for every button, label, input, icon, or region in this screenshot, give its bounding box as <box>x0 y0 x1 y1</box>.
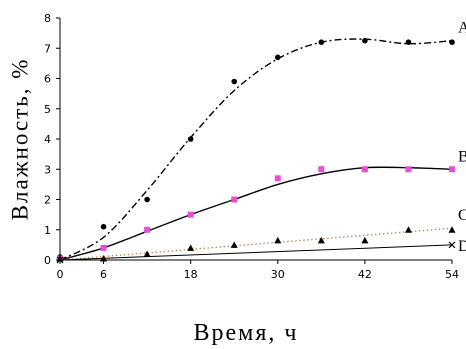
series-b-point <box>361 166 368 173</box>
axes: 0 1 2 3 4 5 6 7 8 0 6 18 30 42 54 <box>44 12 459 281</box>
series-a-point <box>231 78 238 85</box>
series-b-point <box>405 166 412 173</box>
series-b-point <box>274 175 281 182</box>
series-b-point <box>449 166 455 173</box>
series-a-point <box>144 196 150 203</box>
y-tick-label: 7 <box>44 42 51 55</box>
series-d <box>56 241 456 264</box>
y-tick-label: 8 <box>44 12 51 25</box>
x-axis-label: Время, ч <box>194 320 299 346</box>
series-c-point <box>187 244 195 251</box>
series-a-label: A <box>458 20 466 37</box>
series-d-line <box>59 244 453 261</box>
series-b-point <box>144 226 151 233</box>
labels-layer: A B CD <box>458 20 466 255</box>
series-c-point <box>361 236 369 244</box>
series-b-point <box>100 244 107 251</box>
series-c-point <box>143 250 151 257</box>
series-b <box>57 166 455 262</box>
series-d-point <box>448 241 456 249</box>
x-tick-label: 18 <box>184 268 198 281</box>
x-tick-label: 6 <box>100 268 107 281</box>
y-tick-label: 6 <box>44 73 51 86</box>
series-c-point <box>404 226 412 233</box>
y-tick-label: 4 <box>44 133 51 146</box>
series-c-line <box>59 227 453 261</box>
series-b-point <box>231 196 238 203</box>
x-tick-label: 42 <box>358 268 372 281</box>
y-ticks: 0 1 2 3 4 5 6 7 8 <box>44 12 60 267</box>
series-a <box>57 37 455 261</box>
x-tick-label: 30 <box>271 268 285 281</box>
y-axis-label: Влажность, % <box>7 58 32 221</box>
x-tick-label: 54 <box>445 268 459 281</box>
series-d-point <box>56 256 64 264</box>
series-b-line <box>59 166 453 261</box>
series-a-point <box>405 39 412 45</box>
series-a-point <box>318 39 325 45</box>
x-ticks: 0 6 18 30 42 54 <box>57 260 459 281</box>
y-tick-label: 1 <box>44 224 51 237</box>
series-a-point <box>449 39 455 45</box>
series-layer <box>56 37 456 264</box>
series-d-label: D <box>458 238 466 255</box>
series-a-point <box>187 136 194 142</box>
series-a-point <box>274 54 281 61</box>
y-tick-label: 5 <box>44 103 51 116</box>
series-b-label: B <box>458 148 466 165</box>
series-c-point <box>317 236 325 244</box>
series-c-point <box>274 236 282 244</box>
series-c-point <box>230 241 238 248</box>
series-c-label: C <box>458 207 466 224</box>
series-b-point <box>187 211 194 218</box>
y-tick-label: 2 <box>44 194 51 207</box>
y-tick-label: 3 <box>44 163 51 176</box>
x-tick-label: 0 <box>57 268 64 281</box>
series-a-point <box>362 37 368 44</box>
series-b-point <box>318 166 325 173</box>
series-a-line <box>59 38 453 261</box>
y-tick-label: 0 <box>44 254 51 267</box>
series-a-point <box>100 223 107 230</box>
series-c-point <box>448 226 456 233</box>
